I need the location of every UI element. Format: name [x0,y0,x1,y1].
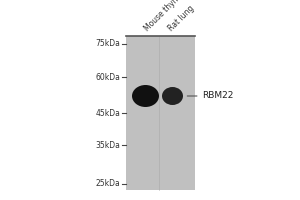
Text: 35kDa: 35kDa [95,140,120,149]
Text: 75kDa: 75kDa [95,40,120,48]
Text: RBM22: RBM22 [187,92,234,100]
Text: 45kDa: 45kDa [95,108,120,117]
Text: Rat lung: Rat lung [167,4,196,33]
Bar [126,36,195,190]
Text: 60kDa: 60kDa [95,72,120,82]
Ellipse shape [132,85,159,107]
Ellipse shape [162,87,183,105]
Text: Mouse thymus: Mouse thymus [142,0,188,33]
Text: 25kDa: 25kDa [95,180,120,188]
